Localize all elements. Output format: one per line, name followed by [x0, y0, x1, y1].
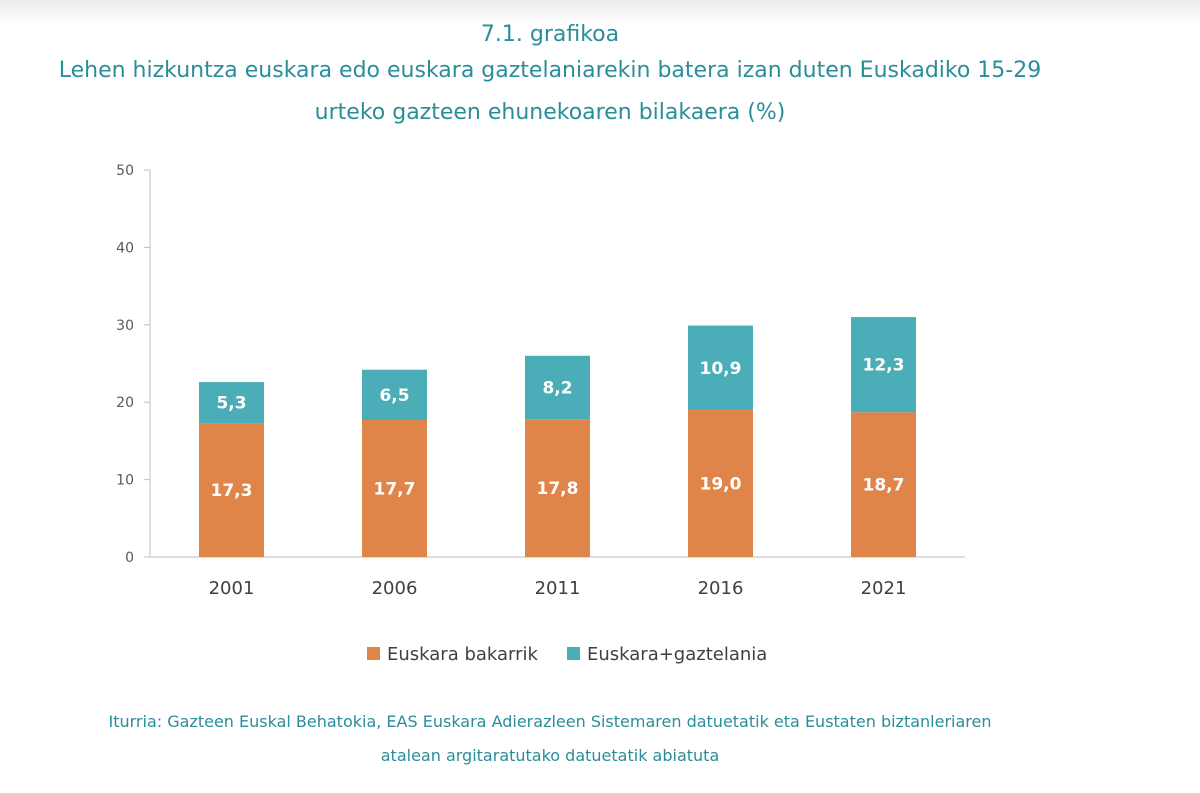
source-line-1: Iturria: Gazteen Euskal Behatokia, EAS E…	[108, 712, 992, 731]
bar-euskara-bakarrik-2016	[688, 409, 753, 557]
legend-swatch	[567, 647, 580, 660]
bar-value-label: 17,8	[537, 479, 579, 499]
bar-value-label: 5,3	[216, 394, 246, 414]
chart-number-label: 7.1. grafikoa	[480, 22, 620, 47]
y-tick-label: 40	[116, 240, 134, 256]
bar-euskara-bakarrik-2021	[851, 412, 916, 557]
legend-label: Euskara bakarrik	[387, 644, 539, 665]
bar-value-label: 17,3	[211, 481, 253, 501]
y-tick-label: 30	[116, 318, 134, 334]
x-category-label: 2006	[372, 578, 418, 599]
y-tick-label: 50	[116, 163, 134, 179]
bar-euskara-gaztelania-2006	[362, 369, 427, 421]
bar-euskara-bakarrik-2006	[362, 420, 427, 557]
legend-label: Euskara+gaztelania	[587, 644, 767, 665]
y-tick-label: 10	[116, 473, 134, 489]
bar-euskara-gaztelania-2001	[199, 382, 264, 424]
chart-title-line-1: Lehen hizkuntza euskara edo euskara gazt…	[58, 58, 1042, 83]
y-tick-label: 20	[116, 395, 134, 411]
bar-value-label: 12,3	[863, 356, 905, 376]
legend-swatch	[367, 647, 380, 660]
x-category-label: 2016	[698, 578, 744, 599]
bar-value-label: 17,7	[374, 480, 416, 500]
chart-bars: 17,3 5,3 17,7 6,5 17,8 8,2 19,0 10,9 18,7 12,3	[199, 317, 916, 557]
top-shade	[0, 0, 1200, 24]
source-line-2: atalean argitaratutako datuetatik abiatu…	[380, 746, 720, 765]
bar-euskara-bakarrik-2001	[199, 423, 264, 557]
bar-euskara-gaztelania-2021	[851, 317, 916, 413]
x-category-label: 2001	[209, 578, 255, 599]
chart-axes: 0 10 20 30 40 50 2001 2006 2011 2016 2021	[116, 163, 965, 599]
bar-value-label: 18,7	[863, 476, 905, 496]
bar-value-label: 6,5	[379, 386, 409, 406]
y-tick-label: 0	[125, 550, 134, 566]
x-category-label: 2011	[535, 578, 581, 599]
bar-euskara-gaztelania-2011	[525, 355, 590, 420]
chart-title-line-2: urteko gazteen ehunekoaren bilakaera (%)	[314, 100, 786, 125]
chart-legend: Euskara bakarrik Euskara+gaztelania	[367, 644, 767, 665]
bar-value-label: 10,9	[700, 359, 742, 379]
x-category-label: 2021	[861, 578, 907, 599]
bar-value-label: 8,2	[542, 378, 572, 398]
bar-euskara-gaztelania-2016	[688, 325, 753, 410]
bar-euskara-bakarrik-2011	[525, 419, 590, 557]
bar-value-label: 19,0	[700, 474, 742, 494]
